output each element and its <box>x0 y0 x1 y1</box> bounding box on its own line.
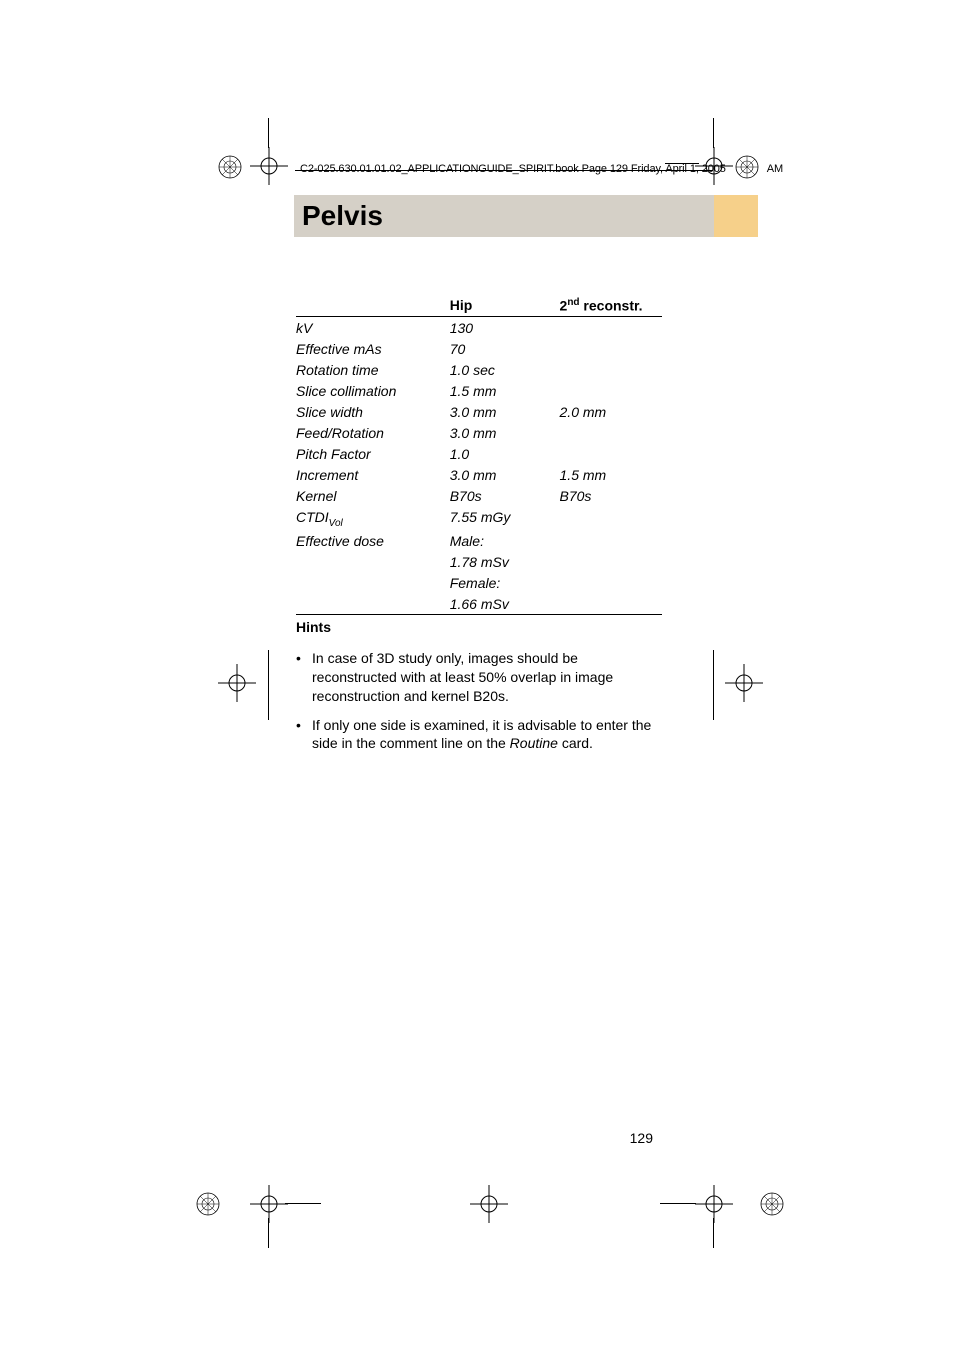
hints-section: Hints In case of 3D study only, images s… <box>296 618 656 763</box>
val-sw-r2: 2.0 mm <box>560 401 662 422</box>
crop-top-left-v <box>268 118 269 148</box>
val-rot-r2 <box>560 359 662 380</box>
hint-2-suffix: card. <box>558 735 593 751</box>
crop-mid-left-v <box>268 650 269 720</box>
param-kernel: Kernel <box>296 485 450 506</box>
reg-mid-right <box>725 664 763 702</box>
val-ctdi-r2 <box>560 506 662 531</box>
dose-male-label: Male: <box>450 530 560 551</box>
hint-item-2: If only one side is examined, it is advi… <box>296 716 656 754</box>
crop-mid-right-v <box>713 650 714 720</box>
val-inc-hip: 3.0 mm <box>450 464 560 485</box>
section-tab <box>714 195 758 237</box>
param-rot: Rotation time <box>296 359 450 380</box>
param-ctdi-text: CTDI <box>296 509 329 525</box>
param-inc: Increment <box>296 464 450 485</box>
param-kv: kV <box>296 316 450 338</box>
page: C2-025.630.01.01.02_APPLICATIONGUIDE_SPI… <box>0 0 954 1351</box>
crop-bot-right-h <box>660 1203 696 1204</box>
running-header-text: C2-025.630.01.01.02_APPLICATIONGUIDE_SPI… <box>300 163 726 175</box>
val-mas-r2 <box>560 338 662 359</box>
hints-heading: Hints <box>296 618 656 637</box>
col-2nd-reconstr: 2nd reconstr. <box>560 294 662 316</box>
reg-top-left <box>250 147 288 185</box>
reg-bottom-right <box>695 1185 733 1223</box>
reg-mid-left <box>218 664 256 702</box>
val-sw-hip: 3.0 mm <box>450 401 560 422</box>
crop-bot-left-v <box>268 1218 269 1248</box>
param-ctdi: CTDIVol <box>296 506 450 531</box>
val-kernel-r2: B70s <box>560 485 662 506</box>
running-header-suffix: AM <box>767 163 783 175</box>
val-kv-r2 <box>560 316 662 338</box>
val-coll-hip: 1.5 mm <box>450 380 560 401</box>
param-mas: Effective mAs <box>296 338 450 359</box>
val-kernel-hip: B70s <box>450 485 560 506</box>
val-feed-r2 <box>560 422 662 443</box>
val-inc-r2: 1.5 mm <box>560 464 662 485</box>
param-coll: Slice collimation <box>296 380 450 401</box>
reg-bottom-center <box>470 1185 508 1223</box>
param-dose: Effective dose <box>296 530 450 551</box>
crop-top-right-v <box>713 118 714 148</box>
crop-bot-right-v <box>713 1218 714 1248</box>
param-feed: Feed/Rotation <box>296 422 450 443</box>
val-kv-hip: 130 <box>450 316 560 338</box>
hint-item-1: In case of 3D study only, images should … <box>296 649 656 706</box>
col-hip: Hip <box>450 294 560 316</box>
reg-bottom-left <box>250 1185 288 1223</box>
hint-2-routine: Routine <box>510 735 558 751</box>
running-header: C2-025.630.01.01.02_APPLICATIONGUIDE_SPI… <box>300 163 783 175</box>
title-band: Pelvis <box>294 195 714 237</box>
val-mas-hip: 70 <box>450 338 560 359</box>
val-feed-hip: 3.0 mm <box>450 422 560 443</box>
val-ctdi-hip: 7.55 mGy <box>450 506 560 531</box>
val-pitch-r2 <box>560 443 662 464</box>
val-coll-r2 <box>560 380 662 401</box>
param-sw: Slice width <box>296 401 450 422</box>
dose-male-val: 1.78 mSv <box>450 551 560 572</box>
rosette-bottom-left <box>196 1192 220 1216</box>
hint-2-text: If only one side is examined, it is advi… <box>312 717 651 752</box>
col-blank <box>296 294 450 316</box>
val-pitch-hip: 1.0 <box>450 443 560 464</box>
rosette-bottom-right <box>760 1192 784 1216</box>
param-ctdi-sub: Vol <box>329 517 343 528</box>
page-number: 129 <box>295 1130 653 1146</box>
page-title: Pelvis <box>302 200 383 232</box>
dose-female-val: 1.66 mSv <box>450 593 560 615</box>
rosette-top-left <box>218 155 242 179</box>
crop-bot-left-h <box>285 1203 321 1204</box>
dose-female-label: Female: <box>450 572 560 593</box>
parameters-table: Hip 2nd reconstr. kV130 Effective mAs70 … <box>296 294 662 615</box>
col-2-sup: nd <box>567 297 579 308</box>
col-2-suffix: reconstr. <box>583 298 642 314</box>
param-pitch: Pitch Factor <box>296 443 450 464</box>
val-rot-hip: 1.0 sec <box>450 359 560 380</box>
